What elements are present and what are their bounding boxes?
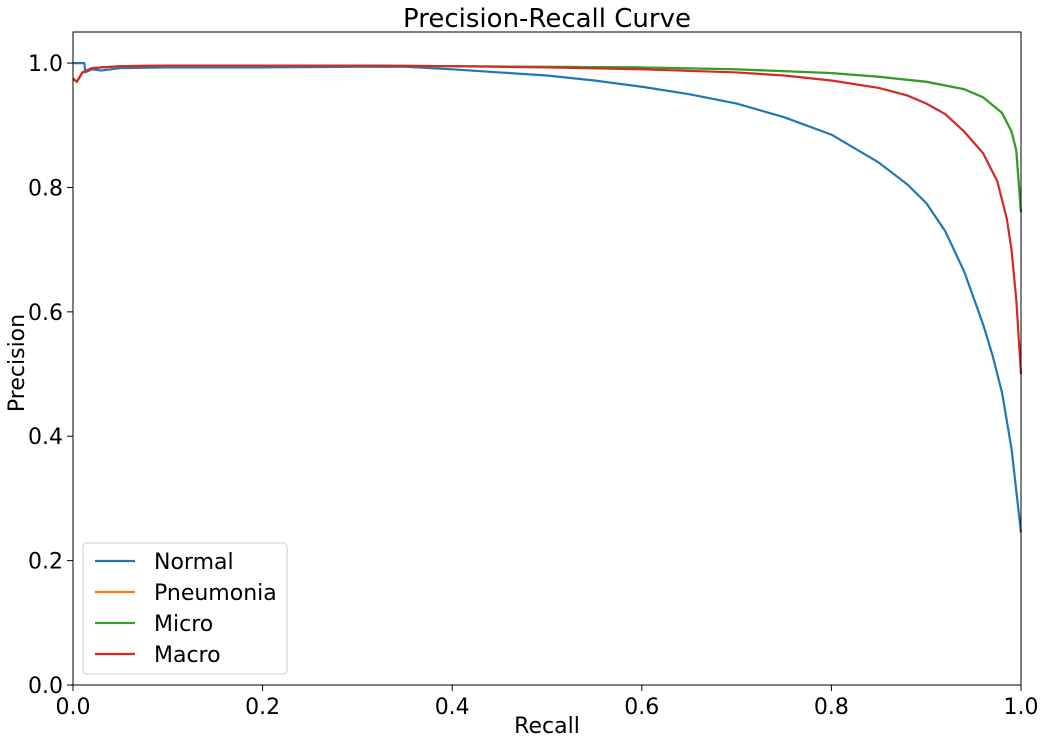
y-tick-label: 0.4 — [28, 425, 63, 450]
x-axis-label: Recall — [514, 714, 580, 739]
y-tick-label: 0.2 — [28, 550, 63, 575]
y-axis-label: Precision — [5, 314, 30, 412]
plot-area: 0.0 0.2 0.4 0.6 0.8 1.0 0.0 0.2 0.4 0.6 0.8 1.0 — [28, 31, 1039, 720]
legend-box — [82, 542, 288, 675]
legend: Normal Pneumonia Micro Macro — [82, 542, 288, 675]
series-line-normal — [73, 62, 1023, 533]
axes-frame — [72, 31, 1022, 686]
chart-title: Precision-Recall Curve — [403, 4, 691, 34]
x-tick-label: 0.6 — [624, 695, 659, 720]
x-tick-label: 0.4 — [435, 695, 470, 720]
legend-label-micro: Micro — [154, 612, 213, 637]
x-tick-label: 0.2 — [245, 695, 280, 720]
x-tick-label: 1.0 — [1004, 695, 1039, 720]
series-line-macro — [72, 64, 1023, 375]
x-tick-label: 0.0 — [56, 695, 91, 720]
x-tick-label: 0.8 — [814, 695, 849, 720]
y-tick-label: 1.0 — [28, 52, 63, 77]
y-tick-label: 0.0 — [28, 674, 63, 699]
legend-label-macro: Macro — [154, 643, 221, 668]
legend-label-pneumonia: Pneumonia — [154, 581, 277, 606]
y-tick-label: 0.8 — [28, 176, 63, 201]
legend-label-normal: Normal — [154, 550, 234, 575]
y-tick-label: 0.6 — [28, 301, 63, 326]
